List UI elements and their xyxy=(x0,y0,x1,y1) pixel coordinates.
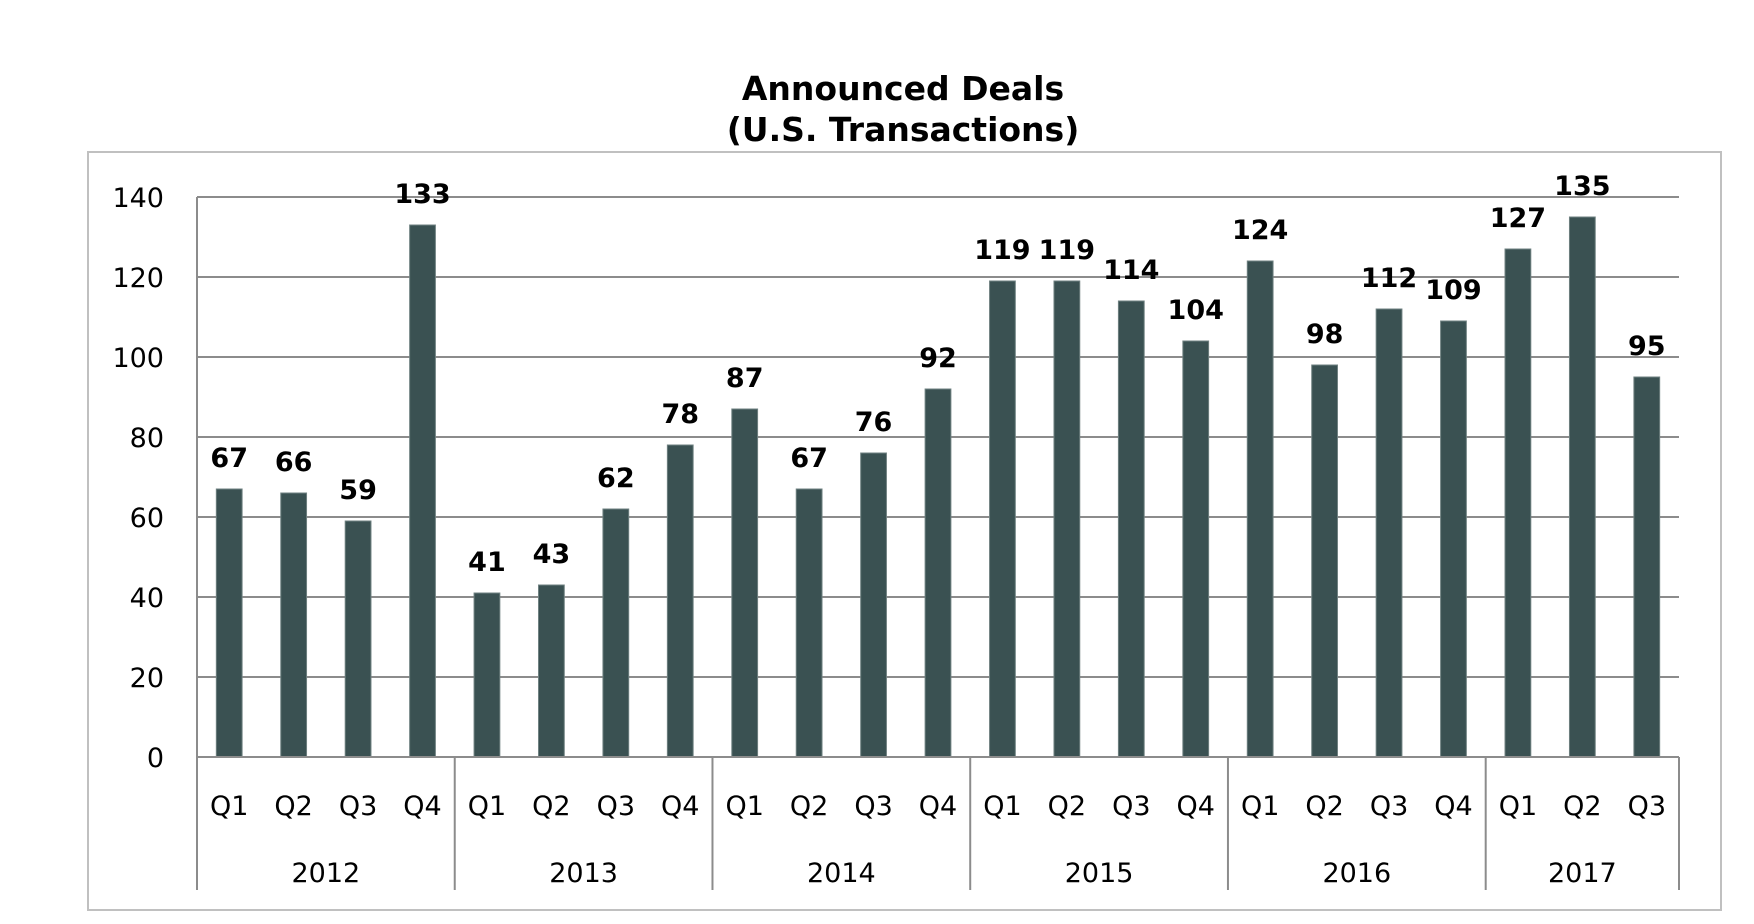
data-label: 109 xyxy=(1425,275,1481,306)
x-tick-label: Q2 xyxy=(1563,791,1601,822)
bars xyxy=(215,216,1661,758)
bar xyxy=(1246,260,1274,758)
x-tick-label: Q2 xyxy=(274,791,312,822)
y-tick-label: 20 xyxy=(130,663,164,694)
data-label: 114 xyxy=(1103,255,1159,286)
data-label: 62 xyxy=(597,463,635,494)
bar xyxy=(924,388,952,758)
bar xyxy=(538,584,565,758)
y-tick-label: 120 xyxy=(112,263,164,294)
x-tick-label: Q4 xyxy=(661,791,699,822)
data-label: 112 xyxy=(1361,263,1417,294)
data-label: 67 xyxy=(210,443,248,474)
bar xyxy=(1375,308,1403,758)
bar xyxy=(1504,248,1532,758)
x-tick-label: Q3 xyxy=(1628,791,1666,822)
x-tick-label: Q1 xyxy=(1241,791,1279,822)
x-tick-label: Q2 xyxy=(532,791,570,822)
x-tick-label: Q3 xyxy=(854,791,892,822)
x-tick-label: Q3 xyxy=(1112,791,1150,822)
data-label: 104 xyxy=(1168,295,1224,326)
y-tick-label: 40 xyxy=(130,583,164,614)
data-label: 98 xyxy=(1306,319,1344,350)
year-group-label: 2014 xyxy=(807,858,876,889)
x-tick-label: Q4 xyxy=(919,791,957,822)
chart-title-line-1: Announced Deals xyxy=(742,69,1064,108)
x-tick-label: Q4 xyxy=(1434,791,1472,822)
chart-border xyxy=(87,151,1722,911)
y-tick-label: 140 xyxy=(112,183,164,214)
x-tick-label: Q1 xyxy=(210,791,248,822)
x-tick-label: Q1 xyxy=(468,791,506,822)
x-tick-label: Q4 xyxy=(403,791,441,822)
x-tick-label: Q1 xyxy=(725,791,763,822)
year-group-label: 2016 xyxy=(1322,858,1391,889)
y-axis-ticks: 0 20 40 60 80 100 120 140 xyxy=(112,183,164,774)
bar xyxy=(860,452,887,758)
x-tick-label: Q3 xyxy=(1370,791,1408,822)
bar xyxy=(344,520,372,758)
data-label: 67 xyxy=(790,443,828,474)
data-label: 92 xyxy=(919,343,957,374)
bar xyxy=(1053,280,1081,758)
bar xyxy=(1633,376,1661,758)
data-label: 95 xyxy=(1628,331,1666,362)
bar xyxy=(215,488,243,758)
bar xyxy=(731,408,759,758)
bar xyxy=(473,592,501,758)
data-labels: 67 66 59 133 41 43 62 78 87 67 76 92 119 119 114 104 124… xyxy=(210,171,1665,578)
data-label: 119 xyxy=(974,235,1030,266)
bar xyxy=(1182,340,1210,758)
year-group-label: 2013 xyxy=(549,858,618,889)
year-group-label: 2017 xyxy=(1548,858,1617,889)
data-label: 66 xyxy=(275,447,313,478)
data-label: 87 xyxy=(726,363,764,394)
bar xyxy=(1568,216,1596,758)
year-group-label: 2015 xyxy=(1065,858,1134,889)
y-tick-label: 60 xyxy=(130,503,164,534)
y-tick-label: 80 xyxy=(130,423,164,454)
bar xyxy=(409,224,436,758)
data-label: 124 xyxy=(1232,215,1288,246)
x-tick-label: Q3 xyxy=(339,791,377,822)
data-label: 127 xyxy=(1490,203,1546,234)
data-label: 133 xyxy=(394,179,450,210)
y-tick-label: 0 xyxy=(147,743,164,774)
data-label: 78 xyxy=(661,399,699,430)
chart-title-line-2: (U.S. Transactions) xyxy=(727,110,1080,149)
bar xyxy=(795,488,823,758)
data-label: 59 xyxy=(339,475,377,506)
year-group-label: 2012 xyxy=(292,858,361,889)
bar xyxy=(989,280,1016,758)
bar xyxy=(280,492,308,758)
x-tick-label: Q3 xyxy=(597,791,635,822)
x-axis: Q1 Q2 Q3 Q4 2012 Q1 Q2 Q3 Q4 2013 Q1 Q2 Q3 Q4 2014 Q1 Q2… xyxy=(196,756,1680,890)
data-label: 41 xyxy=(468,547,506,578)
data-label: 76 xyxy=(855,407,893,438)
x-tick-label: Q2 xyxy=(1305,791,1343,822)
bar xyxy=(1117,300,1145,758)
bar xyxy=(1440,320,1467,758)
bar xyxy=(666,444,694,758)
x-tick-label: Q1 xyxy=(1499,791,1537,822)
data-label: 135 xyxy=(1554,171,1610,202)
x-tick-label: Q2 xyxy=(1048,791,1086,822)
data-label: 119 xyxy=(1039,235,1095,266)
x-tick-label: Q4 xyxy=(1177,791,1215,822)
x-tick-label: Q2 xyxy=(790,791,828,822)
bar xyxy=(1311,364,1338,758)
data-label: 43 xyxy=(533,539,571,570)
y-tick-label: 100 xyxy=(112,343,164,374)
bar xyxy=(602,508,630,758)
x-tick-label: Q1 xyxy=(983,791,1021,822)
